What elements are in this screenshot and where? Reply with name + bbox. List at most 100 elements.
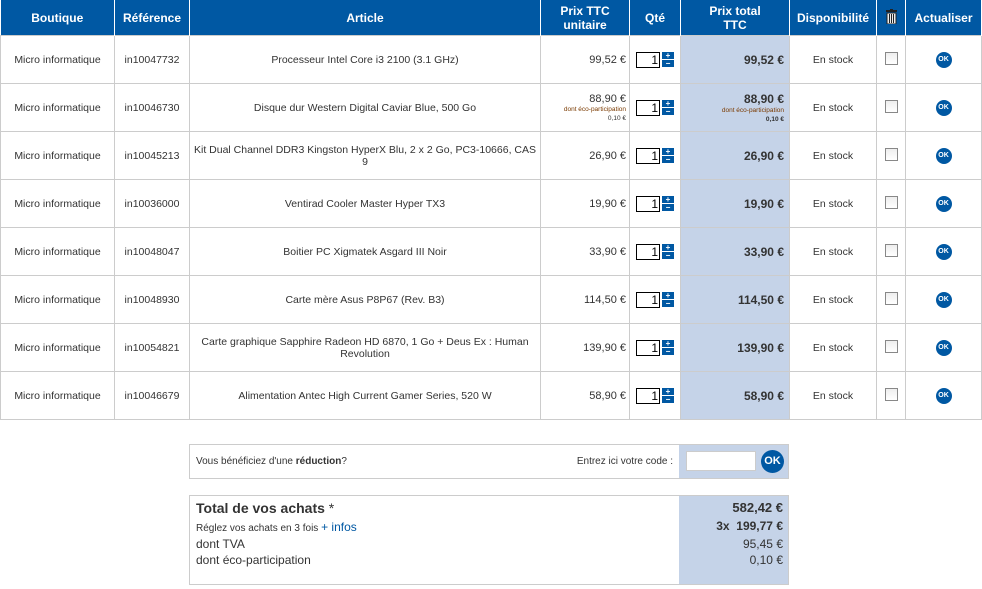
vat-label: dont TVA: [196, 537, 245, 551]
eco-participation-value: 0,10 €: [607, 114, 626, 122]
delete-cell: [876, 275, 906, 324]
delete-checkbox[interactable]: [884, 195, 898, 209]
article-link[interactable]: Kit Dual Channel DDR3 Kingston HyperX Bl…: [189, 131, 541, 180]
update-ok-button[interactable]: OK: [935, 291, 952, 308]
decrement-button[interactable]: −: [662, 396, 674, 404]
availability-cell: En stock: [789, 323, 877, 372]
total-price-cell: 139,90 €: [680, 323, 790, 372]
delete-checkbox[interactable]: [884, 339, 898, 353]
quantity-input[interactable]: [636, 291, 660, 308]
installments-info-link[interactable]: + infos: [321, 520, 357, 534]
quantity-input[interactable]: [636, 243, 660, 260]
qty-cell: +−: [629, 83, 681, 132]
unit-price: 33,90 €: [589, 245, 626, 258]
update-ok-button[interactable]: OK: [935, 147, 952, 164]
totals-highlight: [679, 496, 788, 584]
total-price-cell: 26,90 €: [680, 131, 790, 180]
increment-button[interactable]: +: [662, 244, 674, 252]
quantity-input[interactable]: [636, 147, 660, 164]
decrement-button[interactable]: −: [662, 348, 674, 356]
update-cell: OK: [905, 227, 982, 276]
increment-button[interactable]: +: [662, 196, 674, 204]
delete-cell: [876, 323, 906, 372]
update-ok-button[interactable]: OK: [935, 339, 952, 356]
discount-code-input[interactable]: [686, 451, 756, 471]
quantity-input[interactable]: [636, 195, 660, 212]
quantity-input[interactable]: [636, 99, 660, 116]
increment-button[interactable]: +: [662, 292, 674, 300]
increment-button[interactable]: +: [662, 52, 674, 60]
reference-cell: in10046679: [114, 371, 190, 420]
update-ok-button[interactable]: OK: [935, 195, 952, 212]
decrement-button[interactable]: −: [662, 156, 674, 164]
update-ok-button[interactable]: OK: [935, 243, 952, 260]
update-ok-button[interactable]: OK: [935, 99, 952, 116]
quantity-input[interactable]: [636, 51, 660, 68]
article-link[interactable]: Ventirad Cooler Master Hyper TX3: [189, 179, 541, 228]
col-availability: Disponibilité: [789, 0, 877, 36]
total-price-cell: 19,90 €: [680, 179, 790, 228]
total-price-cell: 88,90 € dont éco-participation 0,10 €: [680, 83, 790, 132]
article-link[interactable]: Disque dur Western Digital Caviar Blue, …: [189, 83, 541, 132]
decrement-button[interactable]: −: [662, 60, 674, 68]
article-link[interactable]: Carte mère Asus P8P67 (Rev. B3): [189, 275, 541, 324]
decrement-button[interactable]: −: [662, 252, 674, 260]
article-link[interactable]: Alimentation Antec High Current Gamer Se…: [189, 371, 541, 420]
increment-button[interactable]: +: [662, 100, 674, 108]
delete-cell: [876, 35, 906, 84]
col-reference: Référence: [114, 0, 190, 36]
total-price-cell: 33,90 €: [680, 227, 790, 276]
installments-label: Réglez vos achats en 3 fois: [196, 523, 319, 534]
increment-button[interactable]: +: [662, 148, 674, 156]
delete-checkbox[interactable]: [884, 243, 898, 257]
col-unit-price: Prix TTC unitaire: [540, 0, 630, 36]
quantity-input[interactable]: [636, 387, 660, 404]
shop-cell: Micro informatique: [0, 179, 115, 228]
unit-price-cell: 33,90 €: [540, 227, 630, 276]
article-link[interactable]: Processeur Intel Core i3 2100 (3.1 GHz): [189, 35, 541, 84]
availability-cell: En stock: [789, 35, 877, 84]
table-row: Micro informatique in10047732 Processeur…: [0, 35, 982, 84]
reference-cell: in10045213: [114, 131, 190, 180]
unit-price: 26,90 €: [589, 149, 626, 162]
delete-checkbox[interactable]: [884, 51, 898, 65]
increment-button[interactable]: +: [662, 388, 674, 396]
article-link[interactable]: Boitier PC Xigmatek Asgard III Noir: [189, 227, 541, 276]
qty-cell: +−: [629, 35, 681, 84]
reference-cell: in10036000: [114, 179, 190, 228]
article-link[interactable]: Carte graphique Sapphire Radeon HD 6870,…: [189, 323, 541, 372]
delete-cell: [876, 371, 906, 420]
unit-price-cell: 19,90 €: [540, 179, 630, 228]
quantity-input[interactable]: [636, 339, 660, 356]
shop-cell: Micro informatique: [0, 371, 115, 420]
unit-price-cell: 88,90 € dont éco-participation 0,10 €: [540, 83, 630, 132]
decrement-button[interactable]: −: [662, 300, 674, 308]
cart-table: Boutique Référence Article Prix TTC unita…: [0, 0, 982, 420]
unit-price: 139,90 €: [583, 341, 626, 354]
update-ok-button[interactable]: OK: [935, 387, 952, 404]
decrement-button[interactable]: −: [662, 204, 674, 212]
total-price-cell: 99,52 €: [680, 35, 790, 84]
availability-cell: En stock: [789, 83, 877, 132]
col-delete: [876, 0, 906, 36]
table-row: Micro informatique in10048047 Boitier PC…: [0, 227, 982, 276]
totals-title-text: Total de vos achats: [196, 500, 325, 516]
delete-checkbox[interactable]: [884, 387, 898, 401]
qty-cell: +−: [629, 275, 681, 324]
vat-value: 95,45 €: [742, 537, 783, 551]
shop-cell: Micro informatique: [0, 323, 115, 372]
shop-cell: Micro informatique: [0, 83, 115, 132]
col-article: Article: [189, 0, 541, 36]
delete-checkbox[interactable]: [884, 147, 898, 161]
update-cell: OK: [905, 131, 982, 180]
update-ok-button[interactable]: OK: [935, 51, 952, 68]
update-cell: OK: [905, 83, 982, 132]
delete-checkbox[interactable]: [884, 99, 898, 113]
installments-amount: 3x 199,77 €: [716, 519, 783, 533]
delete-checkbox[interactable]: [884, 291, 898, 305]
decrement-button[interactable]: −: [662, 108, 674, 116]
increment-button[interactable]: +: [662, 340, 674, 348]
shop-cell: Micro informatique: [0, 275, 115, 324]
discount-ok-button[interactable]: OK: [761, 450, 784, 473]
unit-price: 58,90 €: [589, 389, 626, 402]
